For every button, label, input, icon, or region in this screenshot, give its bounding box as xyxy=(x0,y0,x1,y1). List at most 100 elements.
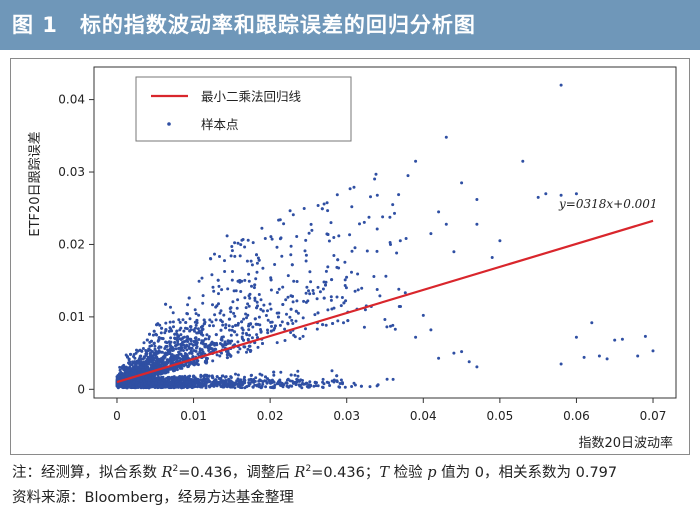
sample-point xyxy=(213,252,216,256)
legend-box xyxy=(135,76,352,142)
sample-point xyxy=(316,204,320,207)
sample-point xyxy=(266,309,269,313)
sample-point xyxy=(212,384,216,388)
sample-point xyxy=(381,215,385,219)
r-superscript: 2 xyxy=(172,464,179,475)
sample-point xyxy=(218,383,222,387)
sample-point xyxy=(324,280,328,284)
sample-point xyxy=(222,313,226,317)
sample-point xyxy=(246,338,250,342)
sample-point xyxy=(350,249,354,253)
sample-point xyxy=(254,376,258,380)
sample-point xyxy=(145,377,149,381)
y-tick-label: 0.02 xyxy=(58,237,85,251)
sample-point xyxy=(171,347,175,351)
sample-point xyxy=(174,344,178,348)
sample-point xyxy=(444,222,448,226)
sample-point xyxy=(173,332,177,336)
sample-point xyxy=(294,319,298,323)
sample-point xyxy=(202,342,206,346)
sample-point xyxy=(144,353,148,357)
sample-point xyxy=(544,192,548,196)
sample-point xyxy=(183,346,187,350)
sample-point xyxy=(164,384,168,388)
x-tick-label: 0.05 xyxy=(487,409,514,423)
sample-point xyxy=(150,339,153,343)
sample-point xyxy=(343,385,347,389)
sample-point xyxy=(582,355,586,359)
sample-point xyxy=(362,325,366,329)
sample-point xyxy=(171,320,175,324)
chart-axes xyxy=(89,66,677,403)
sample-point xyxy=(163,354,167,358)
sample-point xyxy=(225,382,229,386)
chart-panel: 0 0.01 0.02 0.03 0.04 0.05 0.06 0.07 0 0.01 0.02 0.… xyxy=(10,58,690,455)
sample-point xyxy=(224,326,228,330)
sample-point xyxy=(217,284,221,288)
sample-point xyxy=(131,366,135,370)
sample-point xyxy=(203,380,207,383)
sample-point xyxy=(205,359,208,363)
sample-point xyxy=(251,241,255,245)
sample-point xyxy=(179,326,183,330)
sample-point xyxy=(266,331,270,335)
sample-point xyxy=(129,352,132,356)
sample-point xyxy=(128,383,132,387)
sample-point xyxy=(220,288,224,292)
sample-point xyxy=(269,329,273,333)
sample-point xyxy=(164,302,168,306)
sample-point xyxy=(163,331,167,335)
sample-point xyxy=(421,313,425,317)
sample-point xyxy=(256,345,260,349)
sample-point xyxy=(429,328,433,332)
sample-point xyxy=(217,302,220,306)
sample-point xyxy=(195,331,199,335)
sample-point xyxy=(236,350,240,354)
sample-point xyxy=(297,383,301,387)
sample-point xyxy=(521,159,525,163)
sample-point xyxy=(194,312,198,316)
sample-point xyxy=(182,329,186,333)
sample-point xyxy=(321,377,325,381)
sample-point xyxy=(207,384,211,388)
sample-point xyxy=(162,362,166,365)
sample-point xyxy=(335,380,339,384)
sample-point xyxy=(336,258,340,262)
sample-point xyxy=(352,185,356,189)
sample-point xyxy=(406,174,410,178)
sample-point xyxy=(148,332,151,336)
sample-point xyxy=(264,385,268,389)
sample-point xyxy=(156,322,160,326)
sample-point xyxy=(559,362,563,366)
sample-point xyxy=(388,241,392,244)
sample-point xyxy=(238,347,242,351)
sample-point xyxy=(219,378,223,382)
t-symbol: T xyxy=(379,465,390,481)
sample-point xyxy=(298,337,302,341)
sample-point xyxy=(247,272,251,276)
sample-point xyxy=(143,382,147,386)
sample-point xyxy=(201,301,205,305)
sample-point xyxy=(164,340,168,344)
sample-point xyxy=(142,341,146,345)
sample-point xyxy=(327,239,331,243)
sample-point xyxy=(156,357,160,361)
sample-point xyxy=(276,382,280,386)
r2-adjusted-value: =0.436； xyxy=(311,465,380,481)
sample-point xyxy=(189,349,193,353)
sample-point xyxy=(125,355,129,359)
sample-point xyxy=(242,338,245,342)
sample-point xyxy=(244,306,248,310)
sample-point xyxy=(353,289,357,293)
sample-point xyxy=(304,327,307,331)
sample-point xyxy=(115,383,119,387)
sample-point xyxy=(295,299,299,303)
sample-point xyxy=(246,238,250,242)
sample-point xyxy=(186,303,190,307)
sample-point xyxy=(304,253,308,257)
sample-point xyxy=(196,327,200,331)
sample-point xyxy=(204,357,208,361)
sample-point xyxy=(358,222,361,226)
sample-point xyxy=(220,335,224,339)
sample-point xyxy=(229,306,233,310)
